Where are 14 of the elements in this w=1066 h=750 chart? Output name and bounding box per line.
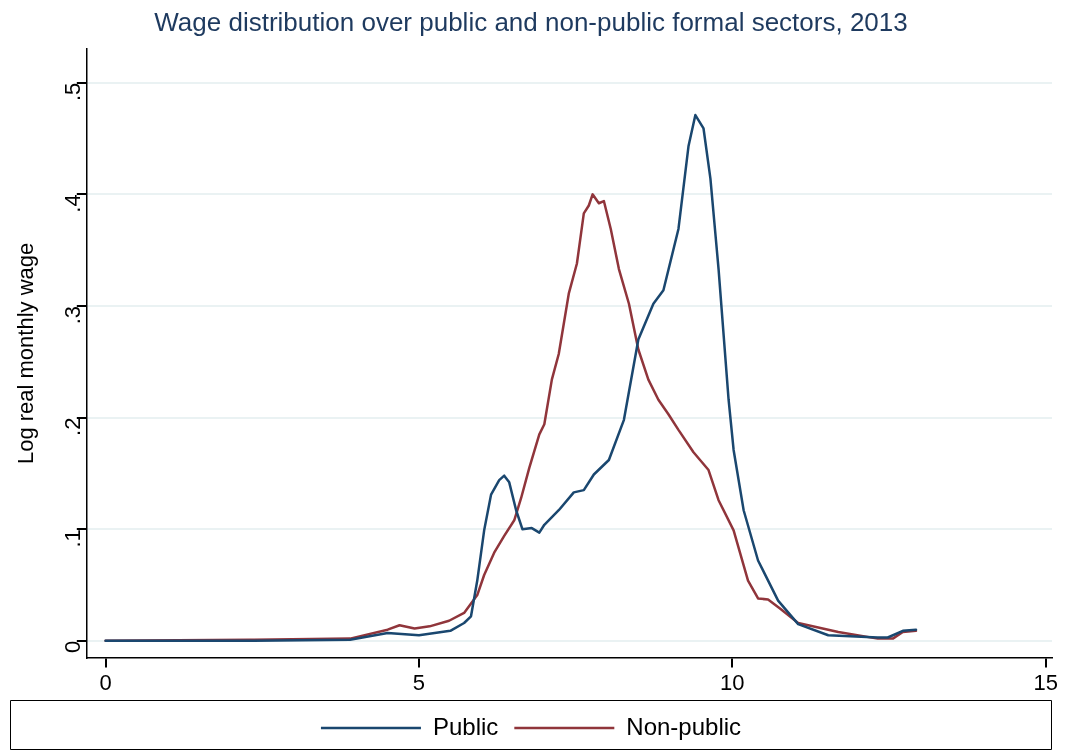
legend-label: Non-public — [626, 712, 742, 740]
y-tick-label: .3 — [59, 305, 85, 325]
y-tick-label: 0 — [59, 640, 85, 654]
y-tick-label: .5 — [59, 82, 85, 102]
y-tick-label: .2 — [59, 417, 85, 436]
x-tick-label: 15 — [1033, 669, 1058, 695]
x-tick-label: 0 — [99, 669, 112, 695]
x-tick-label: 5 — [412, 669, 426, 695]
legend-label: Public — [432, 712, 499, 740]
chart-title: Wage distribution over public and non-public formal sectors, 2013 — [154, 6, 908, 37]
x-tick-label: 10 — [720, 669, 745, 695]
y-tick-label: .4 — [59, 194, 85, 213]
y-axis-title: Log real monthly wage — [13, 242, 39, 465]
y-tick-label: .1 — [59, 529, 85, 548]
